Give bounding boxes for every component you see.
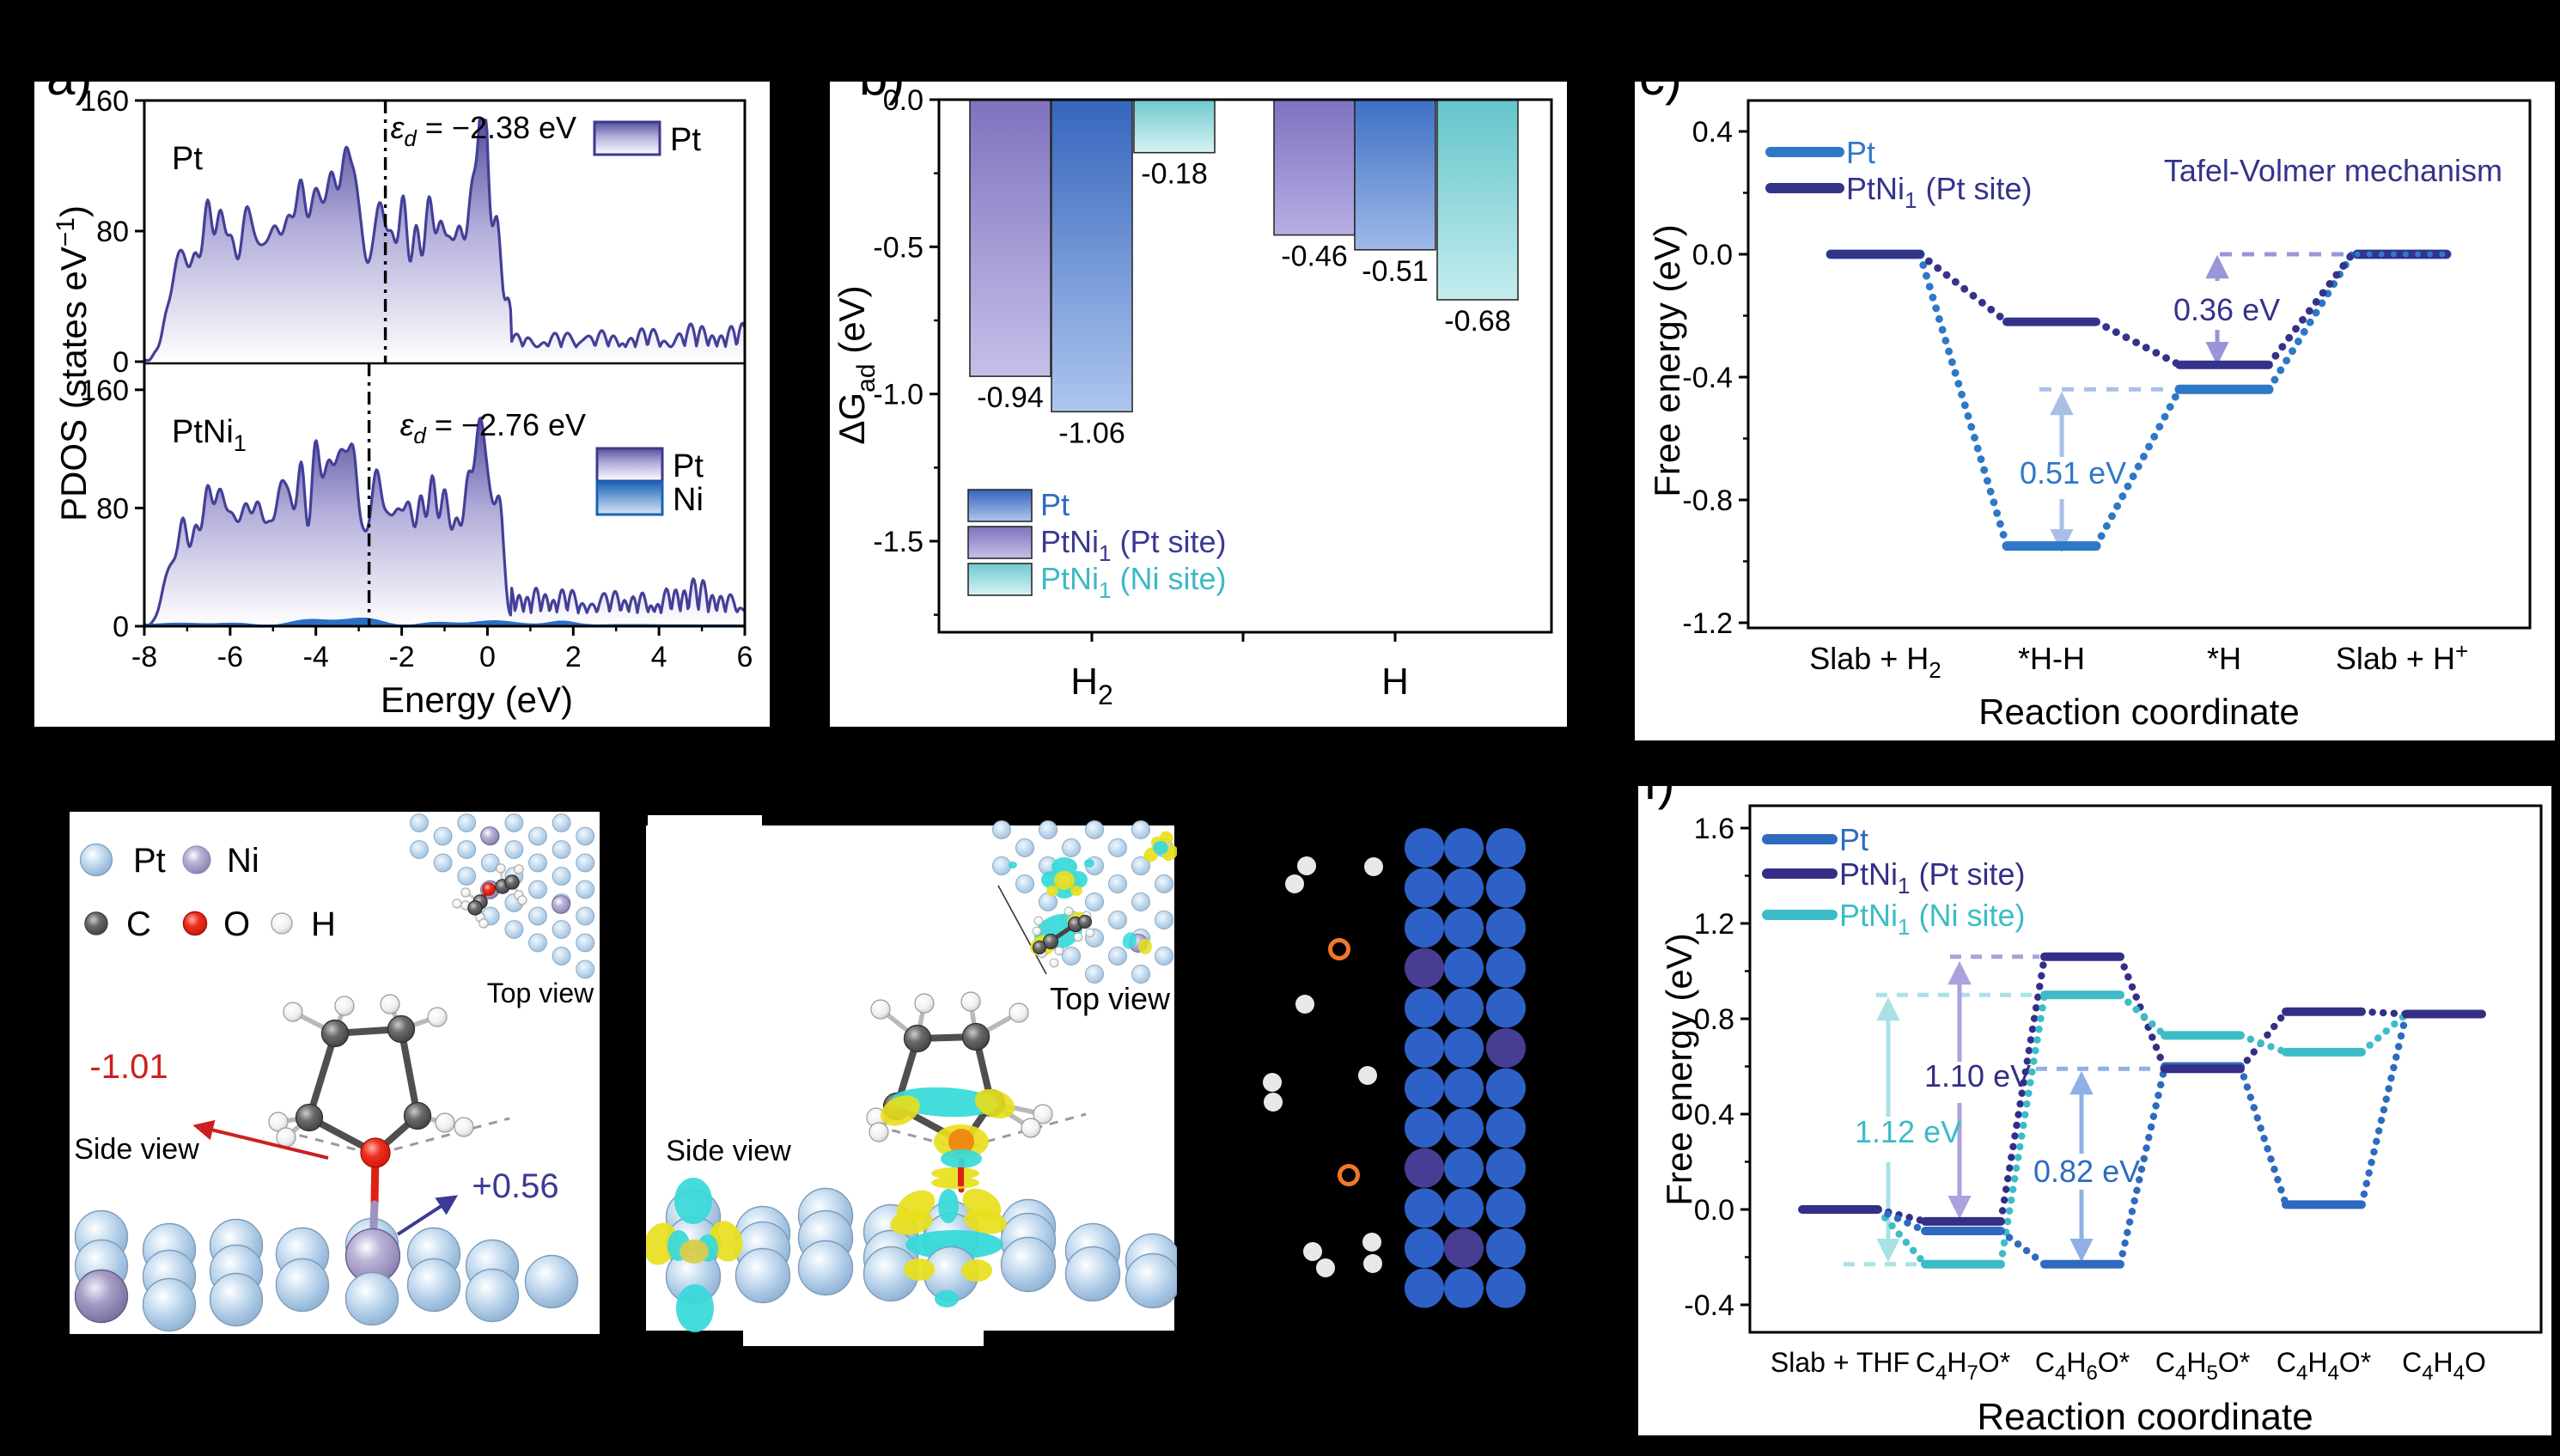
svg-text:0.4: 0.4: [1692, 116, 1733, 149]
svg-text:1.12 eV: 1.12 eV: [1855, 1114, 1961, 1149]
svg-text:Ni: Ni: [673, 482, 704, 518]
svg-text:0: 0: [113, 611, 129, 643]
svg-text:-0.4: -0.4: [1682, 362, 1733, 394]
svg-text:PtNi1 (Ni site): PtNi1 (Ni site): [1839, 898, 2025, 940]
svg-text:*H-H: *H-H: [2018, 641, 2085, 676]
svg-text:Energy (eV): Energy (eV): [381, 679, 573, 720]
svg-text:*H: *H: [2207, 641, 2241, 676]
svg-text:+0.56: +0.56: [472, 1167, 558, 1205]
svg-text:-1.01: -1.01: [89, 1048, 168, 1086]
svg-text:Slab + THF: Slab + THF: [1771, 1347, 1910, 1378]
svg-text:-0.4: -0.4: [1684, 1289, 1734, 1322]
svg-text:-0.94: -0.94: [977, 381, 1044, 414]
svg-text:H: H: [1381, 661, 1409, 703]
svg-text:160: 160: [80, 85, 129, 118]
svg-text:-0.51: -0.51: [1362, 255, 1429, 288]
svg-text:Side view: Side view: [666, 1135, 791, 1167]
svg-text:Top view: Top view: [1050, 981, 1171, 1016]
svg-text:160: 160: [80, 375, 129, 407]
svg-text:0: 0: [479, 641, 496, 673]
svg-text:-8: -8: [131, 641, 157, 673]
svg-text:Pt: Pt: [1846, 135, 1875, 170]
svg-text:0: 0: [113, 346, 129, 379]
svg-text:C: C: [126, 905, 151, 943]
svg-text:Pt: Pt: [673, 448, 704, 484]
svg-text:c): c): [1639, 82, 1682, 106]
svg-text:-1.06: -1.06: [1058, 417, 1125, 449]
svg-text:Pt: Pt: [1839, 822, 1868, 857]
svg-text:0.0: 0.0: [1694, 1194, 1734, 1227]
svg-text:-1.0: -1.0: [873, 379, 923, 411]
svg-text:O: O: [223, 905, 250, 943]
svg-text:Slab + H2: Slab + H2: [1809, 641, 1941, 683]
svg-text:-6: -6: [217, 641, 243, 673]
svg-text:Free energy (eV): Free energy (eV): [1659, 933, 1699, 1205]
svg-text:Ni: Ni: [227, 842, 259, 880]
svg-text:-0.18: -0.18: [1141, 158, 1208, 191]
svg-text:1.6: 1.6: [1694, 813, 1734, 845]
svg-text:Pt: Pt: [670, 122, 701, 158]
svg-text:Tafel-Volmer mechanism: Tafel-Volmer mechanism: [2164, 153, 2502, 188]
svg-text:80: 80: [96, 492, 129, 525]
svg-text:-0.46: -0.46: [1281, 241, 1348, 273]
svg-text:H: H: [311, 905, 336, 943]
svg-text:1.10 eV: 1.10 eV: [1924, 1058, 2031, 1094]
svg-text:6: 6: [737, 641, 753, 673]
svg-text:-4: -4: [303, 641, 329, 673]
svg-text:PDOS (states eV−1): PDOS (states eV−1): [52, 205, 94, 521]
svg-text:1.2: 1.2: [1694, 908, 1734, 941]
svg-text:Side view: Side view: [74, 1133, 199, 1166]
svg-text:εd = −2.38 eV: εd = −2.38 eV: [391, 110, 576, 151]
svg-text:Reaction coordinate: Reaction coordinate: [1978, 691, 2300, 732]
svg-text:Pt: Pt: [172, 141, 203, 177]
svg-text:-0.68: -0.68: [1444, 305, 1511, 338]
svg-text:-1.2: -1.2: [1682, 607, 1733, 640]
svg-text:4: 4: [651, 641, 667, 673]
svg-text:Free energy (eV): Free energy (eV): [1647, 224, 1687, 497]
svg-text:0.4: 0.4: [1694, 1099, 1734, 1131]
svg-text:-1.5: -1.5: [873, 526, 923, 558]
svg-text:C4H4O*: C4H4O*: [2277, 1347, 2371, 1385]
svg-text:-0.8: -0.8: [1682, 484, 1733, 517]
svg-text:0.8: 0.8: [1694, 1003, 1734, 1036]
svg-text:Top view: Top view: [487, 978, 594, 1008]
svg-text:a): a): [46, 82, 92, 106]
svg-text:εd = −2.76 eV: εd = −2.76 eV: [400, 407, 586, 448]
svg-text:Reaction coordinate: Reaction coordinate: [1977, 1396, 2313, 1435]
svg-text:0.82 eV: 0.82 eV: [2033, 1154, 2140, 1189]
svg-text:Pt: Pt: [133, 842, 166, 880]
svg-text:-0.5: -0.5: [873, 231, 923, 264]
svg-text:PtNi1 (Pt site): PtNi1 (Pt site): [1040, 524, 1227, 566]
svg-text:f): f): [1643, 786, 1675, 810]
svg-text:0.51 eV: 0.51 eV: [2020, 455, 2126, 490]
svg-text:PtNi1 (Ni site): PtNi1 (Ni site): [1040, 561, 1226, 603]
svg-text:0.0: 0.0: [1692, 239, 1733, 271]
svg-text:0.36 eV: 0.36 eV: [2173, 292, 2280, 327]
svg-text:PtNi1 (Pt site): PtNi1 (Pt site): [1839, 856, 2026, 899]
svg-text:PtNi1 (Pt site): PtNi1 (Pt site): [1846, 171, 2033, 213]
svg-text:b): b): [859, 82, 905, 106]
svg-text:80: 80: [96, 216, 129, 248]
svg-text:Slab + H+: Slab + H+: [2336, 638, 2468, 676]
svg-text:2: 2: [565, 641, 582, 673]
svg-text:0.0: 0.0: [883, 84, 923, 117]
svg-text:Pt: Pt: [1040, 487, 1070, 522]
svg-text:-2: -2: [388, 641, 414, 673]
